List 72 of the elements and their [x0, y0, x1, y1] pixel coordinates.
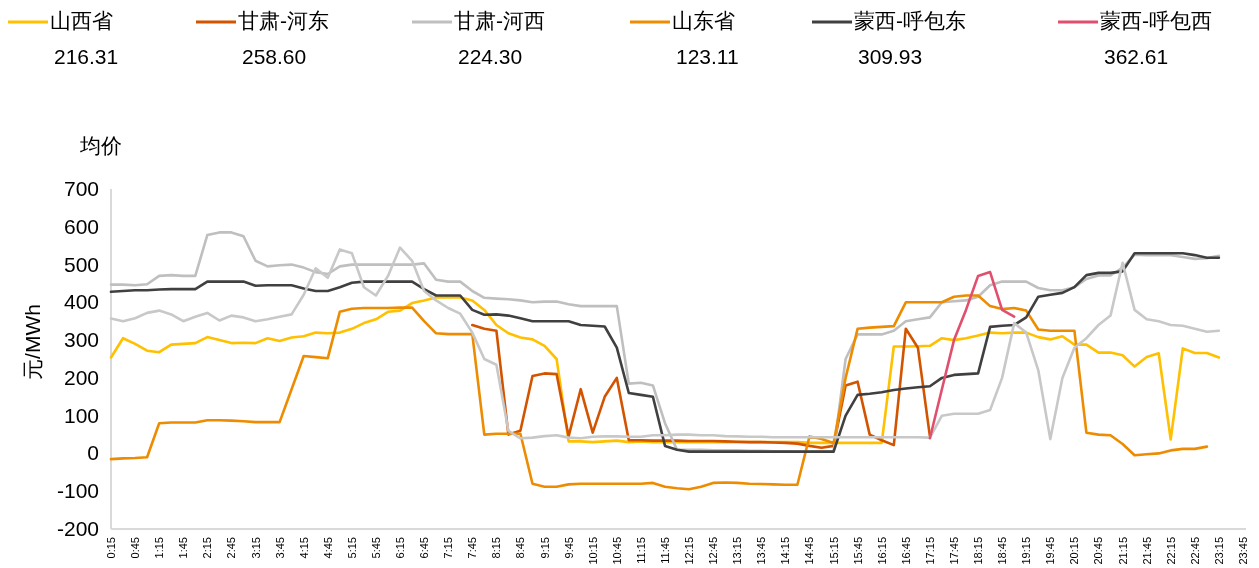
x-tick-label: 5:45: [369, 537, 382, 559]
x-tick-label: 23:15: [1212, 537, 1225, 565]
x-tick-label: 10:15: [586, 537, 599, 565]
text: 258.60: [242, 45, 307, 68]
legend-label: 蒙西-呼包西: [1100, 9, 1212, 32]
legend-label: 山西省: [50, 9, 113, 32]
x-tick-label: 20:15: [1068, 537, 1081, 565]
x-tick-label: 1:45: [177, 537, 190, 559]
x-tick-label: 2:15: [201, 537, 214, 559]
x-tick-label: 19:45: [1044, 537, 1057, 565]
x-tick-label: 1:15: [153, 537, 166, 559]
x-tick-label: 11:45: [658, 537, 671, 564]
x-tick-label: 18:15: [972, 537, 985, 565]
legend-label: 山东省: [672, 9, 735, 32]
x-tick-label: 18:45: [996, 537, 1009, 565]
x-tick-label: 22:45: [1188, 537, 1201, 565]
text: 216.31: [54, 45, 119, 68]
x-tick-label: 3:15: [249, 537, 262, 559]
x-tick-label: 15:45: [851, 537, 864, 565]
text: 309.93: [858, 45, 923, 68]
text: 123.11: [676, 45, 739, 68]
y-tick-label: 0: [87, 441, 99, 465]
x-tick-label: 12:15: [683, 537, 696, 565]
x-tick-label: 4:45: [321, 537, 334, 559]
x-tick-label: 7:45: [466, 537, 479, 559]
x-tick-label: 5:15: [345, 537, 358, 559]
x-tick-label: 0:45: [129, 537, 142, 559]
x-tick-label: 14:45: [803, 537, 816, 565]
x-tick-label: 6:45: [418, 537, 431, 559]
y-tick-label: 500: [63, 252, 99, 276]
legend-label: 甘肃-河西: [454, 9, 545, 32]
x-tick-label: 17:15: [923, 537, 936, 565]
x-tick-label: 13:15: [731, 537, 744, 565]
legend-label: 甘肃-河东: [238, 9, 329, 32]
legend-label: 蒙西-呼包东: [854, 9, 966, 32]
y-tick-label: 600: [63, 214, 99, 238]
x-tick-label: 11:15: [634, 537, 647, 564]
x-tick-label: 0:15: [105, 537, 117, 559]
y-tick-label: 200: [63, 365, 99, 389]
x-tick-label: 19:15: [1020, 537, 1033, 565]
chart-title: 均价: [79, 134, 122, 157]
x-tick-label: 9:45: [562, 537, 575, 559]
y-axis-title: 元/MWh: [21, 304, 44, 380]
y-tick-label: -100: [56, 479, 99, 503]
x-tick-label: 9:15: [538, 537, 551, 559]
x-tick-label: 22:15: [1164, 537, 1177, 565]
text: 362.61: [1104, 45, 1169, 68]
y-tick-label: 700: [63, 177, 99, 200]
x-tick-label: 17:45: [947, 537, 960, 565]
x-tick-label: 14:15: [779, 537, 792, 565]
x-tick-label: 23:45: [1237, 537, 1249, 565]
x-tick-label: 12:45: [707, 537, 720, 565]
x-tick-label: 16:15: [875, 537, 888, 565]
x-tick-label: 20:45: [1092, 537, 1105, 565]
x-tick-label: 10:45: [610, 537, 623, 565]
x-tick-label: 8:15: [490, 537, 503, 559]
x-tick-label: 3:45: [273, 537, 286, 559]
y-tick-label: -200: [56, 517, 99, 540]
x-tick-label: 16:45: [899, 537, 912, 565]
y-tick-label: 100: [63, 403, 99, 427]
x-tick-label: 4:15: [297, 537, 310, 559]
x-tick-label: 8:45: [514, 537, 527, 559]
y-tick-label: 400: [63, 290, 99, 314]
y-tick-label: 300: [63, 328, 99, 352]
x-tick-label: 21:15: [1116, 537, 1129, 565]
x-tick-label: 13:45: [755, 537, 768, 565]
x-tick-label: 6:15: [394, 537, 407, 559]
x-tick-label: 21:45: [1140, 537, 1153, 565]
x-tick-label: 2:45: [225, 537, 238, 559]
x-tick-label: 7:15: [442, 537, 455, 559]
x-tick-label: 15:15: [827, 537, 840, 565]
text: 224.30: [458, 45, 523, 68]
